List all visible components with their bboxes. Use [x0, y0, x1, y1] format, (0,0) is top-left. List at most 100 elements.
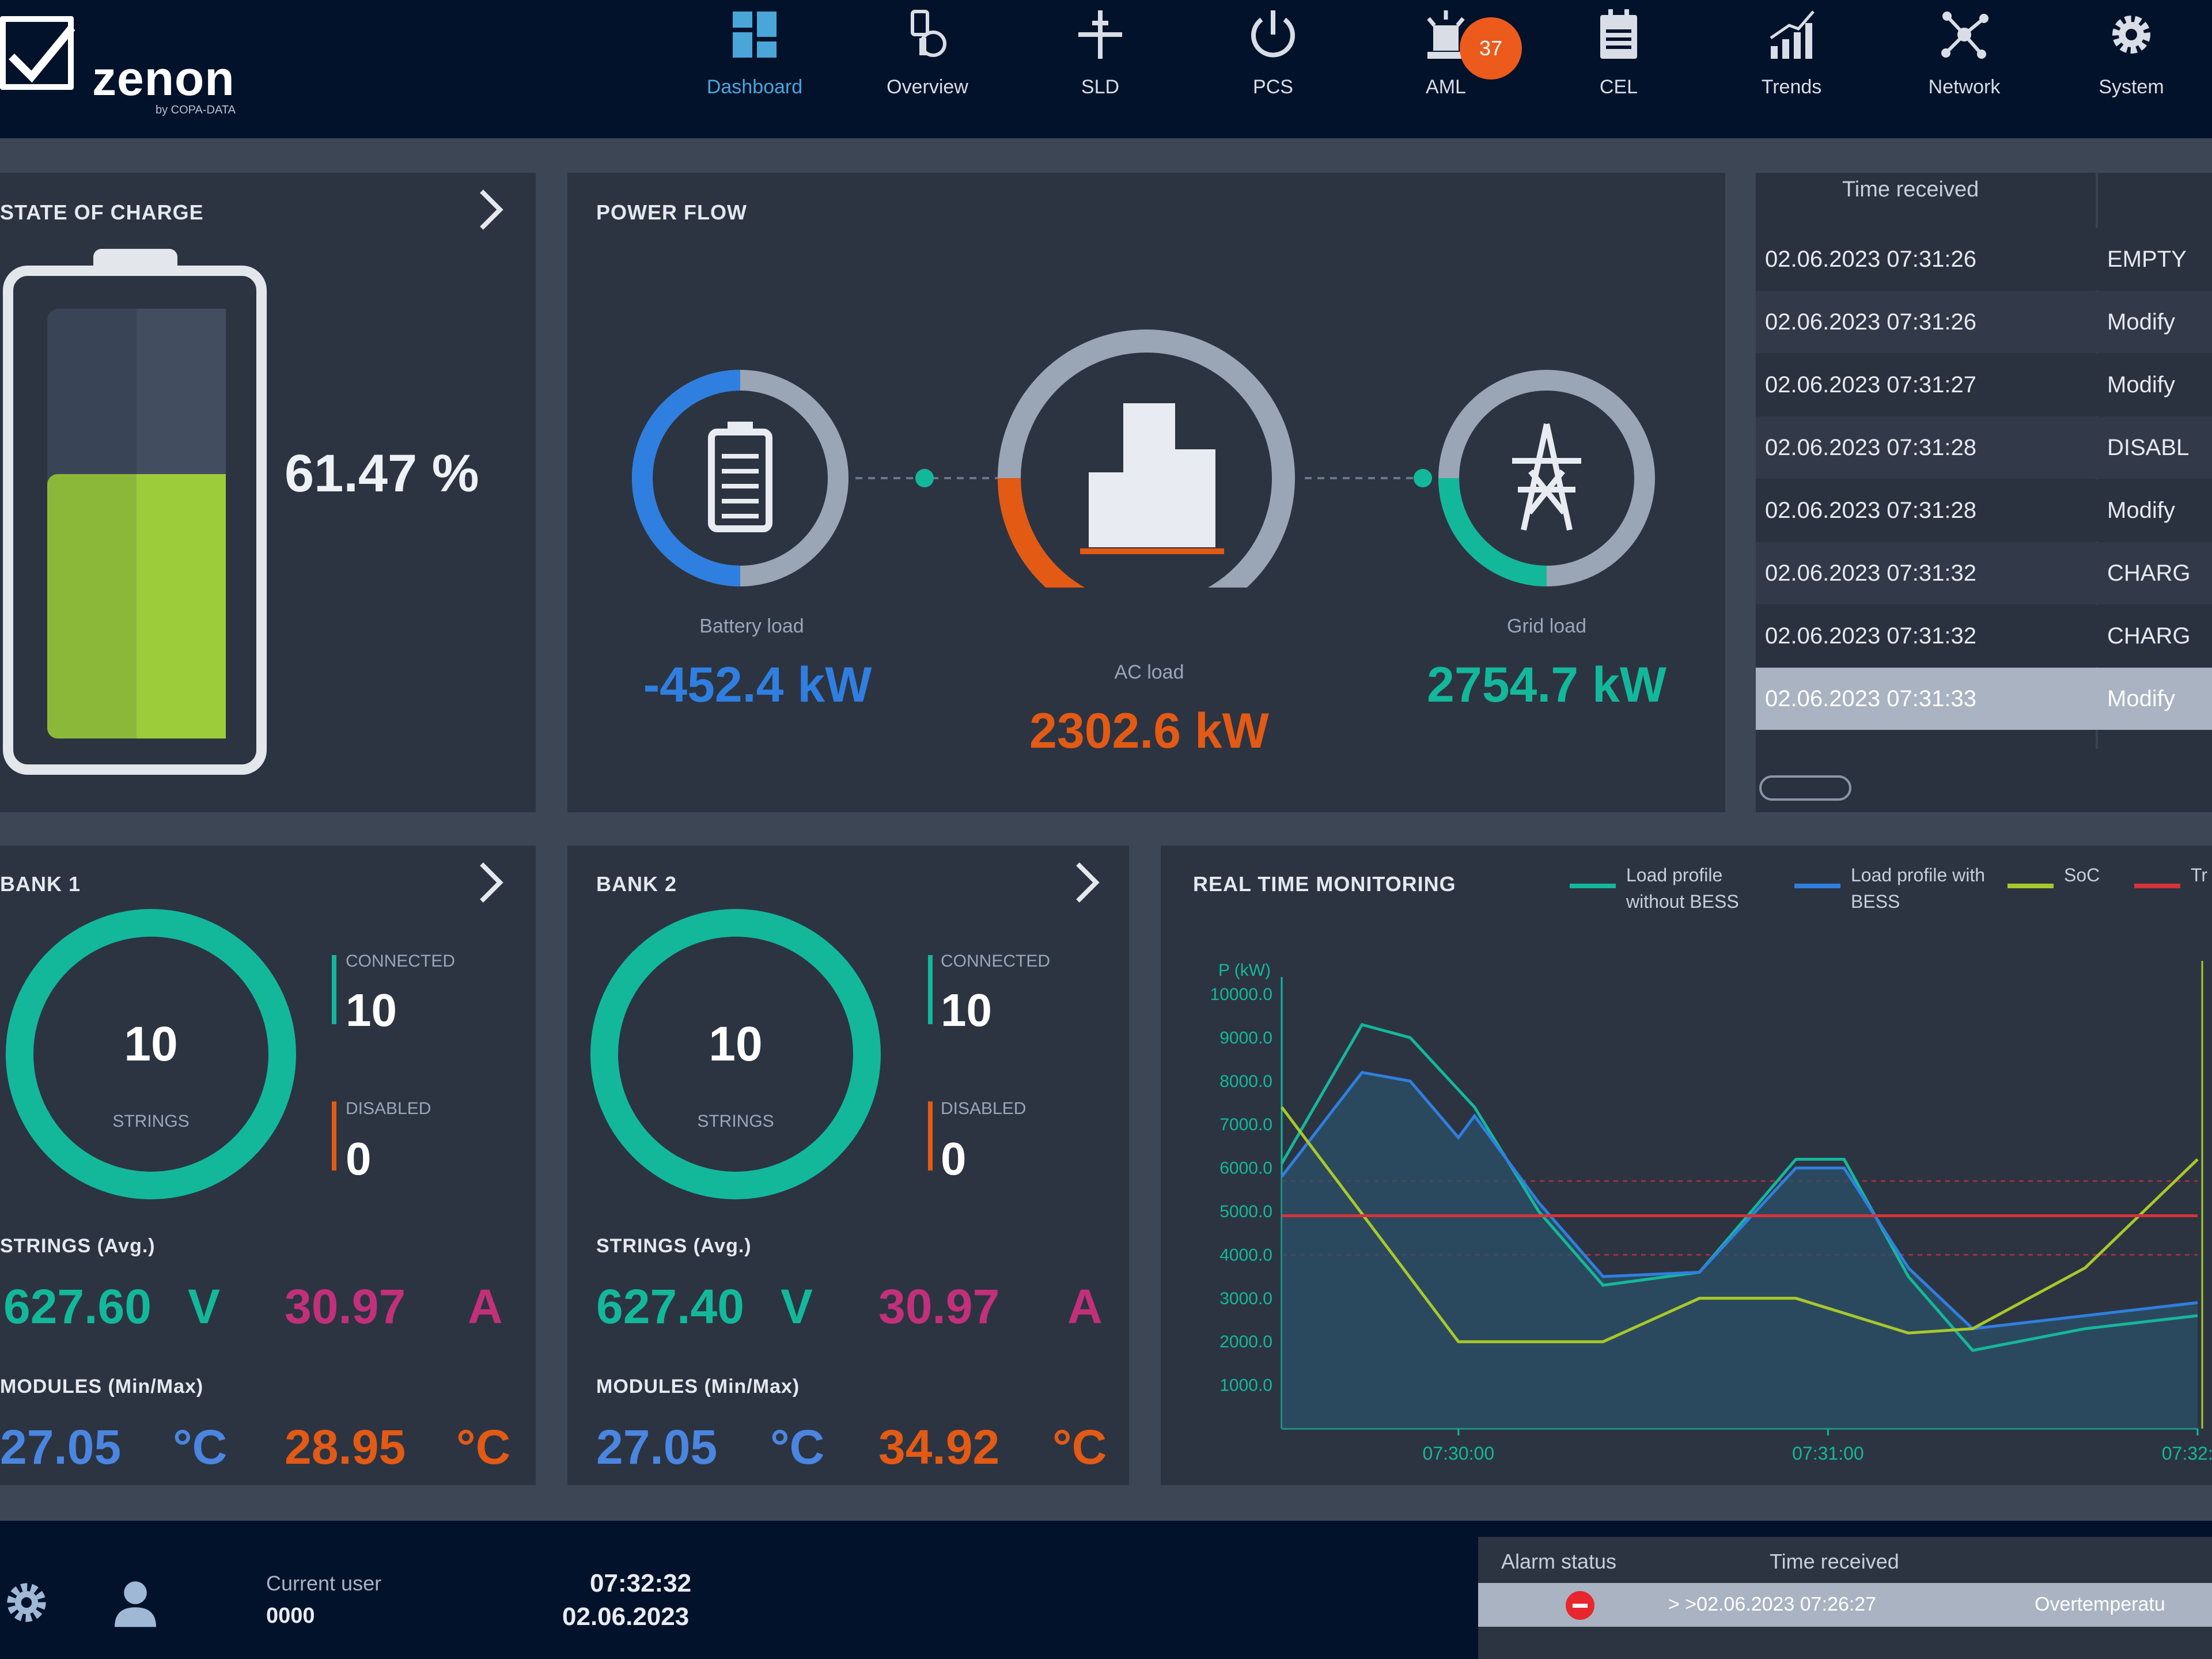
- transmission-tower-icon: [1512, 423, 1581, 531]
- connected-label: CONNECTED: [346, 952, 456, 971]
- event-status: EMPTY: [2107, 247, 2187, 272]
- dashboard-icon: [733, 12, 777, 58]
- gear-icon: [2112, 16, 2150, 54]
- nav-dashboard[interactable]: Dashboard: [691, 6, 818, 109]
- strings-count: 10: [709, 1017, 763, 1071]
- line-chart: P (kW) 10000.0 9000.0 8000.0 7000.0 6000.0 500…: [1210, 961, 2212, 1464]
- nav-label: Trends: [1761, 76, 1822, 98]
- event-list-row[interactable]: 02.06.2023 07:31:32 CHARG: [1756, 542, 2212, 604]
- chevron-right-icon[interactable]: [472, 859, 507, 906]
- modules-label: MODULES (Min/Max): [0, 1376, 204, 1397]
- y-tick-label: 9000.0: [1219, 1028, 1272, 1047]
- horizontal-scrollbar[interactable]: [1759, 775, 1851, 801]
- event-list-row[interactable]: 02.06.2023 07:31:28 DISABL: [1756, 416, 2212, 479]
- temp-min-value: 27.05: [596, 1420, 718, 1474]
- nav-label: Overview: [887, 76, 968, 98]
- battery-load-label: Battery load: [699, 615, 804, 637]
- event-list-row[interactable]: 02.06.2023 07:31:26 Modify: [1756, 291, 2212, 353]
- nav-cel[interactable]: CEL: [1555, 6, 1682, 109]
- event-list-row[interactable]: 02.06.2023 07:31:26 EMPTY: [1756, 228, 2212, 290]
- legend-swatch: [2134, 884, 2180, 888]
- x-tick-label: 07:31:00: [1792, 1443, 1864, 1464]
- trends-icon: [1770, 10, 1815, 59]
- battery-load-value: -452.4 kW: [643, 657, 872, 713]
- voltage-value: 627.60: [3, 1279, 151, 1334]
- nav-label: AML: [1426, 76, 1466, 98]
- event-list-row[interactable]: 02.06.2023 07:31:33 Modify: [1756, 668, 2212, 730]
- event-time: 02.06.2023 07:31:33: [1765, 686, 1977, 711]
- battery-icon: [708, 422, 772, 532]
- current-value: 30.97: [878, 1279, 1000, 1334]
- nav-label: CEL: [1599, 76, 1638, 98]
- event-list-row[interactable]: 02.06.2023 07:31:32 CHARG: [1756, 605, 2212, 667]
- bottom-status-bar: Current user 0000 07:32:32 02.06.2023 Al…: [0, 1521, 2212, 1659]
- zenon-logo: zenon by COPA-DATA: [0, 16, 265, 116]
- nav-sld[interactable]: SLD: [1037, 6, 1164, 109]
- y-tick-label: 4000.0: [1219, 1245, 1272, 1264]
- event-list-scrollbar-track: [1756, 759, 2212, 812]
- connected-count: 10: [346, 984, 397, 1036]
- user-icon[interactable]: [109, 1577, 161, 1629]
- event-time: 02.06.2023 07:31:28: [1765, 498, 1977, 523]
- logo-subtitle: by COPA-DATA: [156, 104, 236, 116]
- chart-title: REAL TIME MONITORING: [1193, 872, 1456, 896]
- nav-aml[interactable]: AML: [1382, 6, 1509, 109]
- chevron-right-icon[interactable]: [472, 187, 507, 233]
- event-status: Modify: [2107, 498, 2175, 523]
- y-tick-label: 6000.0: [1219, 1159, 1272, 1178]
- ac-load-label: AC load: [1114, 661, 1184, 683]
- card-title: STATE OF CHARGE: [0, 200, 204, 224]
- current-value: 30.97: [285, 1279, 406, 1334]
- temp-min-unit: °C: [770, 1420, 825, 1474]
- card-title: POWER FLOW: [596, 200, 747, 224]
- nav-overview[interactable]: Overview: [864, 6, 991, 109]
- legend-swatch: [2008, 884, 2054, 888]
- strings-avg-label: STRINGS (Avg.): [0, 1235, 156, 1257]
- real-time-monitoring-card: REAL TIME MONITORING Load profile withou…: [1161, 846, 2212, 1485]
- event-list-icon: [1600, 9, 1637, 59]
- event-status: Modify: [2107, 686, 2175, 711]
- grid-load-label: Grid load: [1507, 615, 1586, 637]
- nav-system[interactable]: System: [2068, 6, 2195, 109]
- nav-label: System: [2099, 76, 2164, 98]
- logo-checkbox-icon: [0, 16, 75, 90]
- settings-gear-icon[interactable]: [2, 1578, 51, 1627]
- bank-1-card: BANK 1 10 STRINGS CONNECTED 10 DISABLED …: [0, 846, 536, 1485]
- power-flow-diagram: [632, 329, 1655, 588]
- event-list-header: Time received: [1842, 177, 1979, 202]
- alarm-row-time: > >02.06.2023 07:26:27: [1668, 1593, 1877, 1615]
- chevron-right-icon[interactable]: [1069, 859, 1103, 906]
- clock-time: 07:32:32: [590, 1569, 692, 1597]
- legend-swatch: [1570, 884, 1616, 888]
- alarm-row[interactable]: > >02.06.2023 07:26:27 Overtemperatu: [1478, 1583, 2212, 1627]
- power-flow-card: POWER FLOW Battery load -452.4 kW AC loa…: [567, 173, 1725, 812]
- alarm-icon: [1427, 10, 1465, 59]
- event-status: CHARG: [2107, 560, 2191, 586]
- y-tick-label: 7000.0: [1219, 1115, 1272, 1134]
- nav-network[interactable]: Network: [1901, 6, 2028, 109]
- power-icon: [1251, 10, 1295, 58]
- event-status: Modify: [2107, 309, 2175, 335]
- series-line-1: [1281, 1070, 2198, 1331]
- disabled-count: 0: [346, 1133, 372, 1184]
- battery-gauge: [3, 249, 267, 775]
- buildings-icon: [1080, 403, 1224, 554]
- x-tick-label: 07:32:00: [2162, 1443, 2212, 1464]
- nav-trends[interactable]: Trends: [1728, 6, 1855, 109]
- strings-label: STRINGS: [112, 1112, 190, 1131]
- event-list-row[interactable]: 02.06.2023 07:31:27 Modify: [1756, 354, 2212, 416]
- voltage-value: 627.40: [596, 1279, 744, 1334]
- card-title: BANK 2: [596, 872, 677, 896]
- nav-pcs[interactable]: PCS: [1210, 6, 1336, 109]
- y-tick-label: 8000.0: [1219, 1072, 1272, 1091]
- ac-load-value: 2302.6 kW: [1029, 703, 1269, 759]
- x-tick-label: 07:30:00: [1423, 1443, 1495, 1464]
- event-status: CHARG: [2107, 623, 2191, 649]
- event-list-row[interactable]: 02.06.2023 07:31:28 Modify: [1756, 479, 2212, 541]
- voltage-unit: V: [781, 1279, 813, 1334]
- strings-count: 10: [124, 1017, 178, 1071]
- y-tick-label: 5000.0: [1219, 1202, 1272, 1221]
- series-line-2: [1281, 1106, 2199, 1343]
- alarm-summary-panel: Alarm status Time received > >02.06.2023…: [1478, 1537, 2212, 1659]
- top-navigation-bar: zenon by COPA-DATA Dashboard Overview SL…: [0, 0, 2212, 138]
